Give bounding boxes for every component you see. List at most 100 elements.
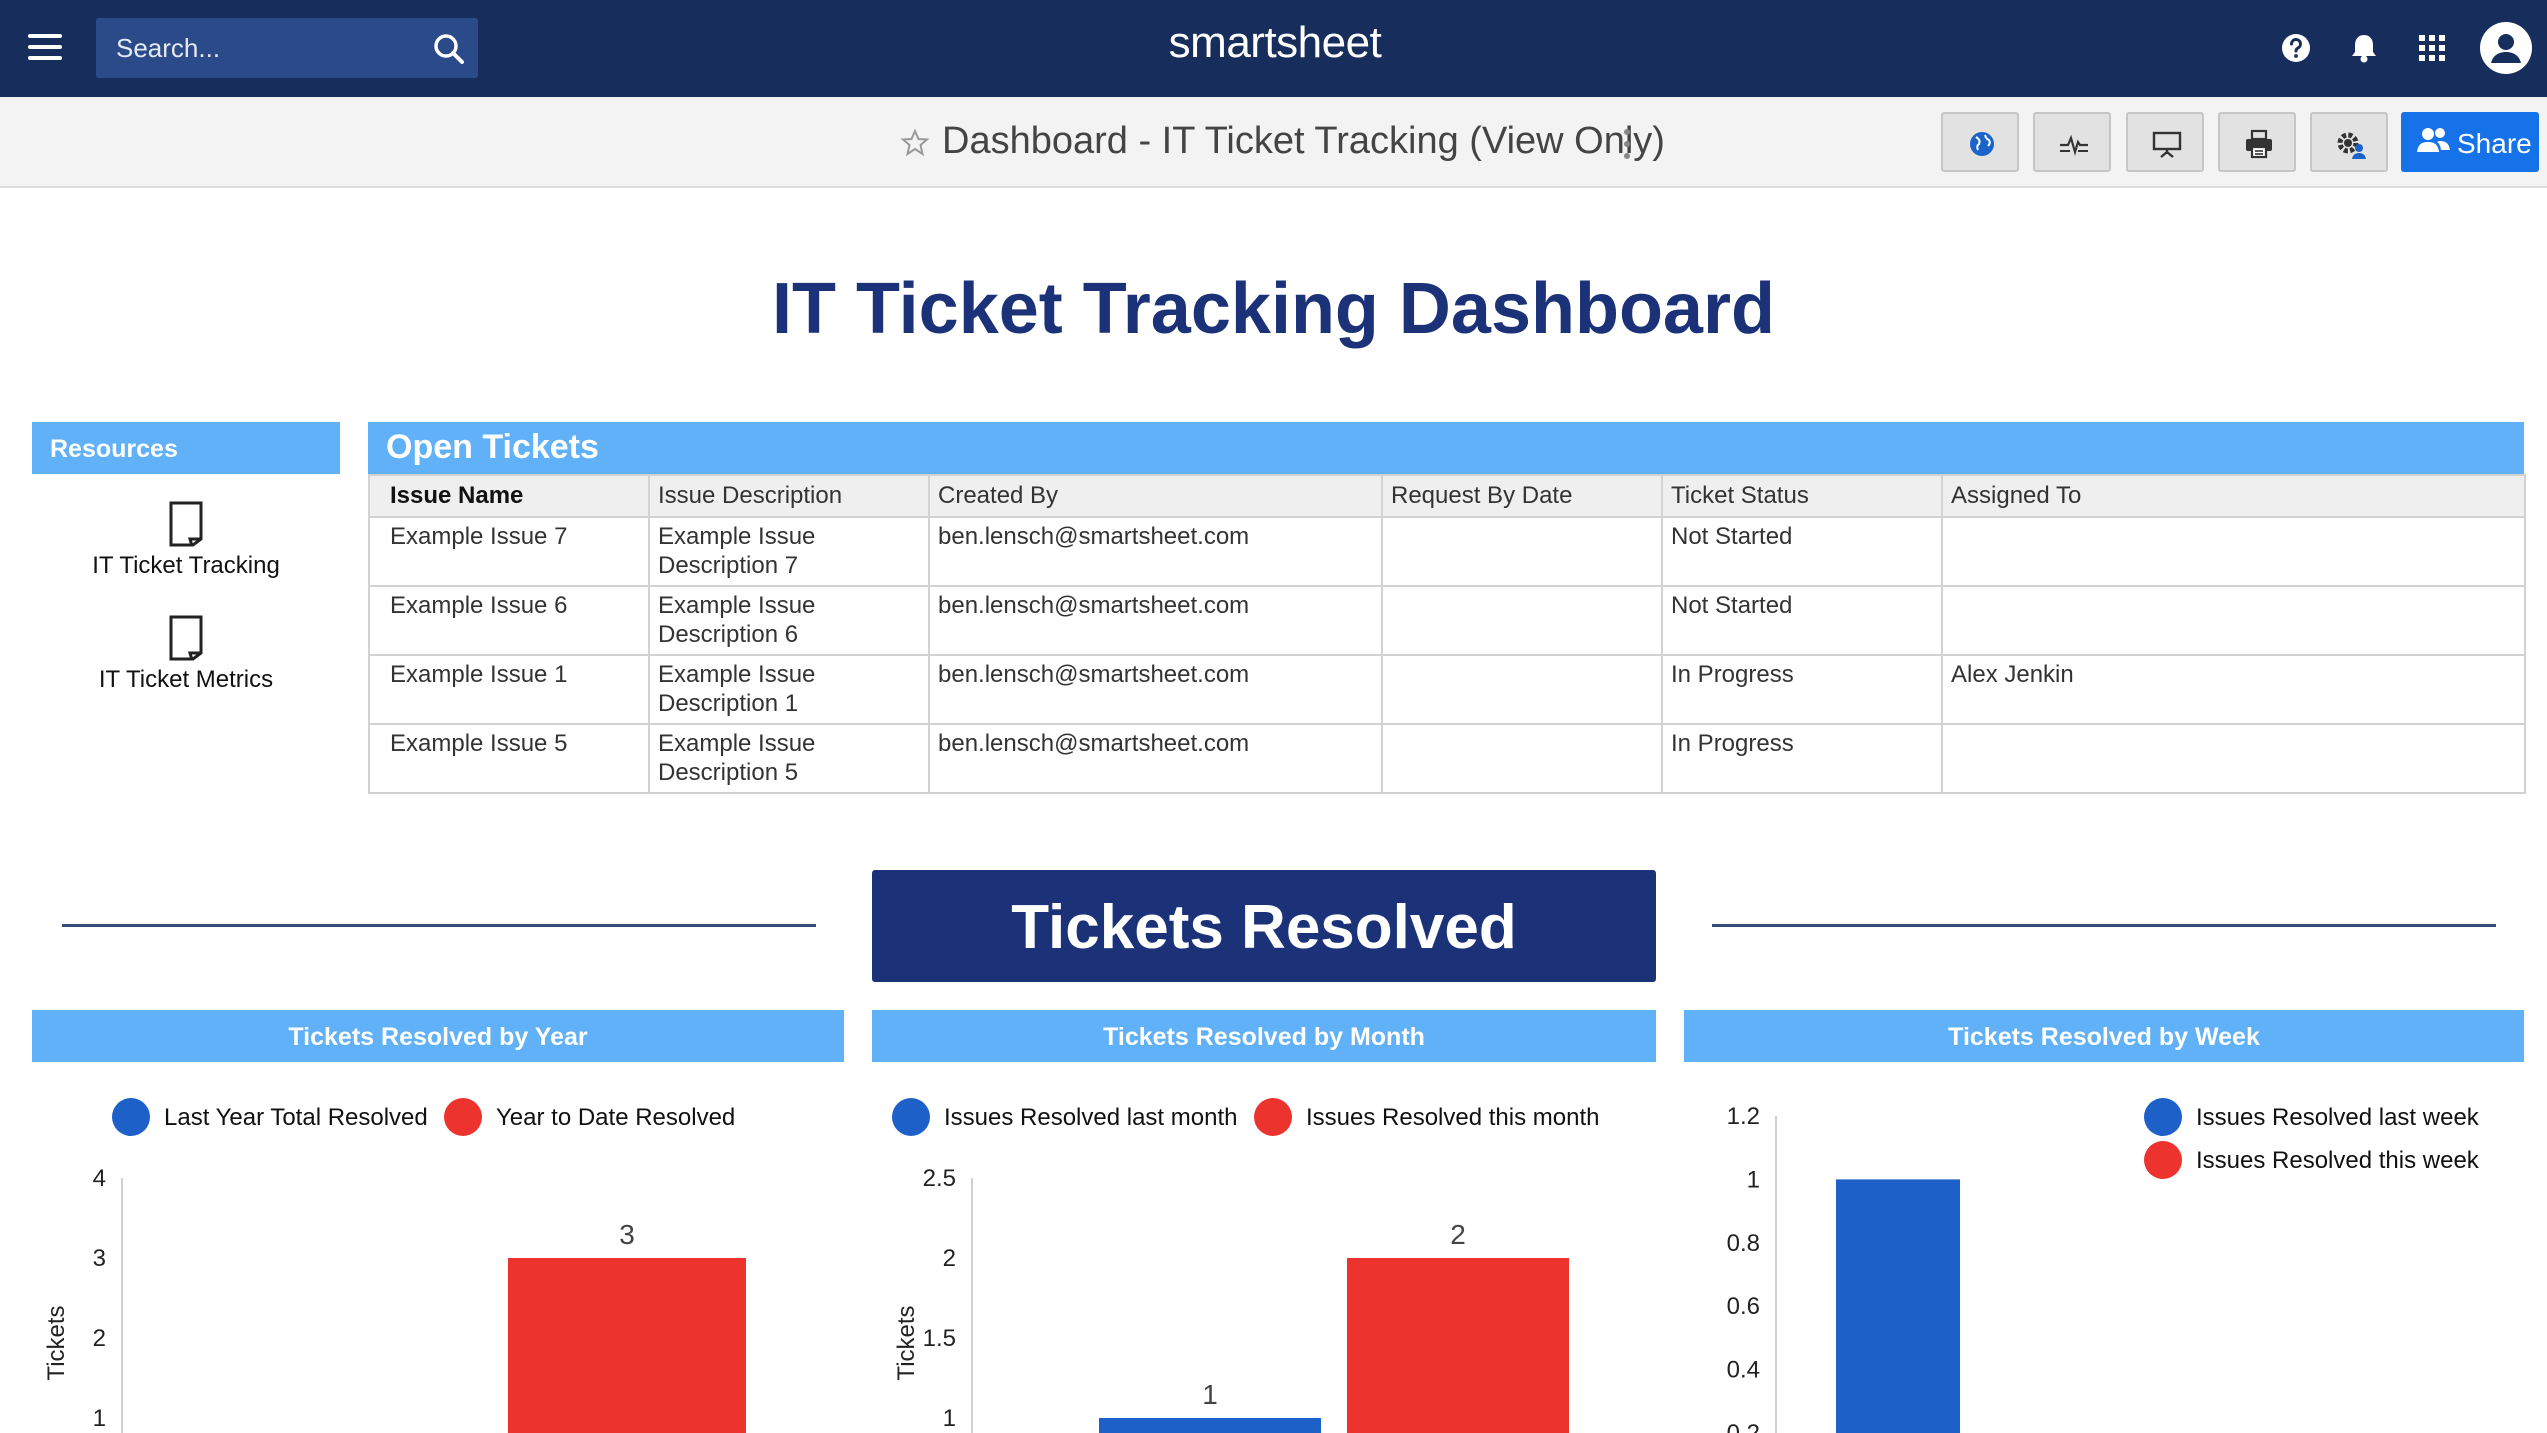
y-axis-title: Tickets — [43, 1305, 70, 1380]
request-by-date-cell[interactable] — [1381, 585, 1663, 656]
legend-dot — [892, 1098, 930, 1136]
table-row[interactable]: Example Issue 5 Example Issue Description… — [368, 723, 2526, 794]
description-line: Example Issue — [658, 661, 816, 688]
data-label: 1 — [1202, 1379, 1218, 1410]
section-title: Tickets Resolved — [872, 870, 1656, 982]
assigned-to-cell[interactable]: Alex Jenkin — [1941, 654, 2526, 725]
y-tick-label: 1 — [93, 1405, 106, 1432]
legend-dot — [112, 1098, 150, 1136]
table-row[interactable]: Example Issue 7 Example Issue Description… — [368, 516, 2526, 587]
issue-name-cell[interactable]: Example Issue 5 — [368, 723, 650, 794]
legend-dot — [1254, 1098, 1292, 1136]
panel-header-month: Tickets Resolved by Month — [872, 1010, 1656, 1062]
table-row[interactable]: Example Issue 6 Example Issue Description… — [368, 585, 2526, 656]
ticket-status-cell[interactable]: In Progress — [1661, 723, 1943, 794]
sharing-settings-button[interactable] — [2310, 112, 2388, 172]
y-tick-label: 2.5 — [923, 1165, 956, 1192]
chart-canvas: 4 3 2 1 Tickets Last Year Total Resolved 3 Year… — [43, 1098, 746, 1433]
presentation-button[interactable] — [2126, 112, 2204, 172]
ticket-status-cell[interactable]: Not Started — [1661, 585, 1943, 656]
y-tick-label: 1 — [1747, 1166, 1760, 1193]
search-icon[interactable] — [432, 32, 466, 66]
y-tick-label: 0.6 — [1727, 1293, 1760, 1320]
created-by-cell[interactable]: ben.lensch@smartsheet.com — [928, 723, 1383, 794]
page-title: IT Ticket Tracking Dashboard — [772, 269, 1775, 349]
created-by-cell[interactable]: ben.lensch@smartsheet.com — [928, 516, 1383, 587]
settings-icon — [2337, 132, 2366, 159]
ticket-status-cell[interactable]: Not Started — [1661, 516, 1943, 587]
y-axis-title: Tickets — [893, 1305, 920, 1380]
legend-label: Issues Resolved this week — [2196, 1147, 2480, 1174]
y-tick-label: 1 — [943, 1405, 956, 1432]
column-header[interactable]: Request By Date — [1381, 474, 1663, 518]
chart-tickets-by-year: 4 3 2 1 Tickets Last Year Total Resolved 3 Year… — [32, 1080, 844, 1433]
search-box[interactable] — [96, 18, 478, 78]
assigned-to-cell[interactable] — [1941, 723, 2526, 794]
resource-link-it-ticket-metrics[interactable]: IT Ticket Metrics — [32, 614, 340, 694]
issue-name-cell[interactable]: Example Issue 1 — [368, 654, 650, 725]
legend-label: Last Year Total Resolved — [164, 1104, 428, 1131]
share-label: Share — [2457, 128, 2532, 159]
bell-icon[interactable] — [2344, 28, 2384, 68]
assigned-to-cell[interactable] — [1941, 516, 2526, 587]
issue-description-cell[interactable]: Example Issue Description 7 — [648, 516, 930, 587]
description-line: Description 5 — [658, 759, 799, 786]
column-header[interactable]: Issue Name — [368, 474, 650, 518]
issue-name-cell[interactable]: Example Issue 7 — [368, 516, 650, 587]
activity-icon — [2060, 134, 2088, 156]
request-by-date-cell[interactable] — [1381, 654, 1663, 725]
section-divider-right — [1712, 924, 2496, 927]
resource-link-it-ticket-tracking[interactable]: IT Ticket Tracking — [32, 500, 340, 580]
issue-name-cell[interactable]: Example Issue 6 — [368, 585, 650, 656]
description-line: Example Issue — [658, 592, 816, 619]
column-header[interactable]: Ticket Status — [1661, 474, 1943, 518]
description-line: Description 7 — [658, 552, 799, 579]
y-tick-label: 0.4 — [1727, 1357, 1760, 1384]
publish-button[interactable] — [1941, 112, 2019, 172]
data-label: 2 — [1450, 1219, 1466, 1250]
legend-dot — [444, 1098, 482, 1136]
star-icon[interactable] — [900, 128, 930, 158]
print-button[interactable] — [2218, 112, 2296, 172]
brand-logo[interactable]: smartsheet — [1168, 18, 1382, 67]
resource-label: IT Ticket Metrics — [98, 666, 274, 693]
apps-grid-icon[interactable] — [2412, 28, 2452, 68]
column-header[interactable]: Assigned To — [1941, 474, 2526, 518]
created-by-cell[interactable]: ben.lensch@smartsheet.com — [928, 585, 1383, 656]
y-tick-label: 0.2 — [1727, 1420, 1760, 1433]
sheet-icon — [169, 501, 203, 547]
column-header[interactable]: Issue Description — [648, 474, 930, 518]
menu-icon[interactable] — [28, 34, 62, 62]
created-by-cell[interactable]: ben.lensch@smartsheet.com — [928, 654, 1383, 725]
ticket-status-cell[interactable]: In Progress — [1661, 654, 1943, 725]
issue-description-cell[interactable]: Example Issue Description 6 — [648, 585, 930, 656]
help-icon[interactable] — [2276, 28, 2316, 68]
bar — [1836, 1179, 1960, 1433]
chart-tickets-by-month: 2.5 2 1.5 1 Tickets 1 Issues Resolved last mon… — [872, 1080, 1656, 1433]
column-header[interactable]: Created By — [928, 474, 1383, 518]
legend-label: Year to Date Resolved — [496, 1104, 735, 1131]
chart-canvas: 1.2 1 0.8 0.6 0.4 0.2 Issues Resolved last wee… — [1727, 1098, 2480, 1433]
account-icon[interactable] — [2478, 20, 2534, 76]
y-tick-label: 2 — [943, 1245, 956, 1272]
issue-description-cell[interactable]: Example Issue Description 1 — [648, 654, 930, 725]
bar — [1347, 1258, 1569, 1433]
more-options-icon[interactable] — [1620, 126, 1634, 162]
legend-dot — [2144, 1141, 2182, 1179]
legend-label: Issues Resolved last week — [2196, 1104, 2480, 1131]
search-input[interactable] — [96, 18, 426, 78]
y-tick-label: 4 — [93, 1165, 106, 1192]
dashboard-title: Dashboard - IT Ticket Tracking (View Onl… — [942, 120, 1665, 162]
activity-log-button[interactable] — [2033, 112, 2111, 172]
globe-icon — [1970, 132, 1994, 156]
description-line: Description 6 — [658, 621, 799, 648]
y-tick-label: 2 — [93, 1325, 106, 1352]
issue-description-cell[interactable]: Example Issue Description 5 — [648, 723, 930, 794]
assigned-to-cell[interactable] — [1941, 585, 2526, 656]
request-by-date-cell[interactable] — [1381, 723, 1663, 794]
print-icon — [2246, 129, 2272, 159]
dashboard-toolbar — [0, 97, 2547, 188]
share-button[interactable]: Share — [2401, 112, 2539, 172]
table-row[interactable]: Example Issue 1 Example Issue Description… — [368, 654, 2526, 725]
request-by-date-cell[interactable] — [1381, 516, 1663, 587]
